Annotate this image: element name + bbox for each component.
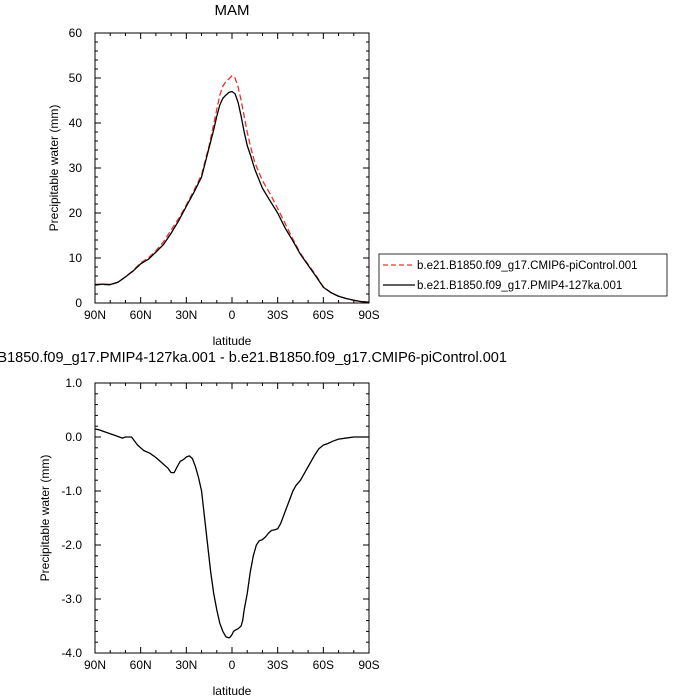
top-y-tick-label: 50 xyxy=(69,71,83,85)
top-y-tick-label: 0 xyxy=(75,296,82,310)
top-series-layer xyxy=(94,75,370,303)
top-y-tick-label: 40 xyxy=(69,116,83,130)
bottom-y-tick-label: 0.0 xyxy=(65,430,82,444)
legend-label-127ka: b.e21.B1850.f09_g17.PMIP4-127ka.001 xyxy=(417,280,622,292)
top-y-axis-label: Precipitable water (mm) xyxy=(47,105,61,232)
bottom-x-tick-label: 90N xyxy=(84,658,106,672)
bottom-ticks-layer: 90N 60N 30N 0 30S 60S 90S -4.0 -3.0 -2.0 -1.0 0.0 1.… xyxy=(61,376,379,672)
top-y-tick-label: 10 xyxy=(69,251,83,265)
top-x-tick-label: 30N xyxy=(175,308,197,322)
bottom-x-tick-label: 30N xyxy=(175,658,197,672)
bottom-y-axis-label: Precipitable water (mm) xyxy=(38,455,52,582)
top-x-tick-label: 30S xyxy=(267,308,288,322)
top-y-tick-label: 30 xyxy=(69,161,83,175)
legend-box xyxy=(378,253,668,297)
bottom-x-tick-label: 30S xyxy=(267,658,288,672)
legend-label-picontrol: b.e21.B1850.f09_g17.CMIP6-piControl.001 xyxy=(417,260,638,272)
bottom-x-axis-label: latitude xyxy=(213,684,252,698)
bottom-series-line-0 xyxy=(94,428,369,639)
bottom-y-tick-label: -4.0 xyxy=(61,646,82,660)
top-chart: MAM 90N 60N 30N 0 30S 60S 90S 0 10 20 30 40 50 60 Pre… xyxy=(47,2,380,348)
bottom-series-layer xyxy=(94,428,369,639)
bottom-x-tick-label: 0 xyxy=(229,658,236,672)
top-x-tick-label: 0 xyxy=(229,308,236,322)
bottom-y-tick-label: -1.0 xyxy=(61,484,82,498)
legend: b.e21.B1850.f09_g17.CMIP6-piControl.001 … xyxy=(378,253,668,297)
bottom-x-tick-label: 90S xyxy=(358,658,379,672)
bottom-chart: b.e21.B1850.f09_g17.PMIP4-127ka.001 - b.… xyxy=(0,350,507,698)
bottom-y-tick-label: -2.0 xyxy=(61,538,82,552)
bottom-chart-title: b.e21.B1850.f09_g17.PMIP4-127ka.001 - b.… xyxy=(0,350,507,366)
bottom-y-tick-label: -3.0 xyxy=(61,592,82,606)
top-chart-title: MAM xyxy=(215,2,250,19)
bottom-plot-frame xyxy=(94,382,370,654)
top-x-tick-label: 60S xyxy=(313,308,334,322)
bottom-y-tick-label: 1.0 xyxy=(65,376,82,390)
top-x-tick-label: 90N xyxy=(84,308,106,322)
top-plot-frame xyxy=(94,32,370,304)
top-y-tick-label: 60 xyxy=(69,26,83,40)
top-series-line-1 xyxy=(94,90,370,303)
bottom-x-tick-label: 60N xyxy=(130,658,152,672)
top-x-tick-label: 60N xyxy=(130,308,152,322)
top-x-tick-label: 90S xyxy=(358,308,379,322)
bottom-x-tick-label: 60S xyxy=(313,658,334,672)
top-y-tick-label: 20 xyxy=(69,206,83,220)
top-x-axis-label: latitude xyxy=(213,334,252,348)
top-ticks-layer: 90N 60N 30N 0 30S 60S 90S 0 10 20 30 40 50 60 xyxy=(69,26,380,322)
